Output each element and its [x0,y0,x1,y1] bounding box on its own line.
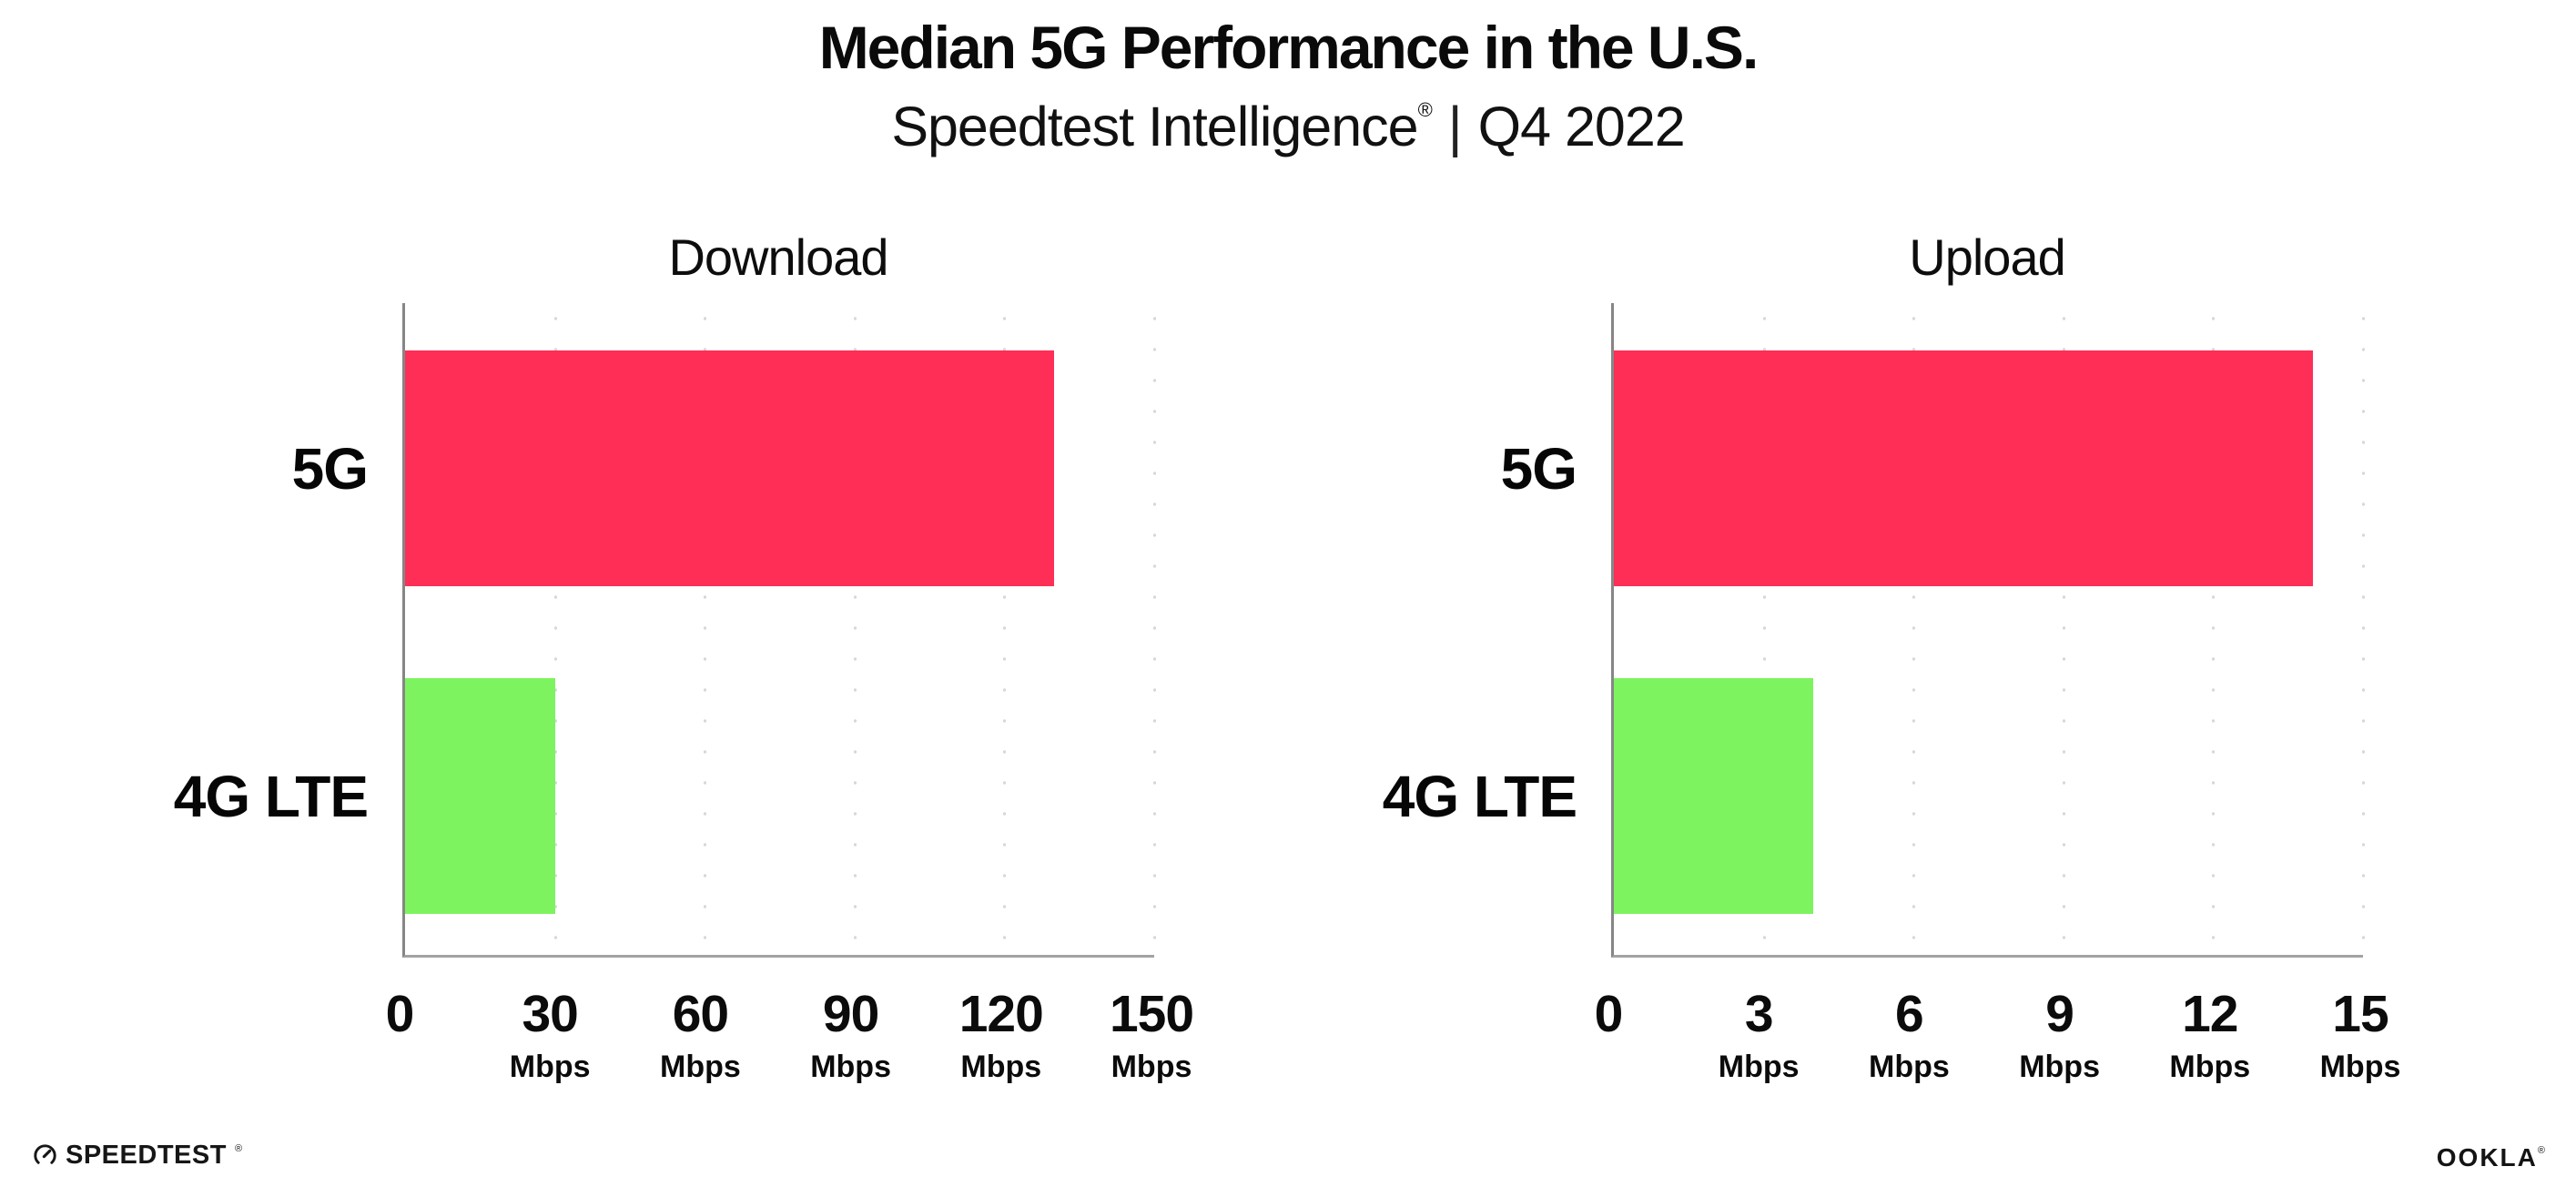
xtick-upload-15: 15 Mbps [2287,988,2433,1082]
xtick-upload-6: 6 Mbps [1836,988,1982,1082]
gridline-upload-3 [1762,303,1766,955]
registered-trademark-icon: ® [1417,98,1433,121]
gridline-upload-15 [2362,303,2365,955]
xtick-value: 90 [822,985,879,1043]
ookla-logo: OOKLA® [2437,1143,2545,1172]
gridline-download-60 [704,303,707,955]
speedtest-trademark-icon: ® [234,1142,243,1154]
xtick-value: 6 [1895,985,1924,1043]
xtick-value: 0 [385,985,415,1043]
page-title: Median 5G Performance in the U.S. [818,14,1760,81]
download-plot-area [402,303,1156,958]
xtick-unit: Mbps [2319,1050,2401,1084]
xtick-unit: Mbps [2169,1050,2251,1084]
xtick-value: 60 [672,985,729,1043]
subtitle-period: Q4 2022 [1477,96,1686,157]
subtitle-separator: | [1447,96,1463,157]
xtick-unit: Mbps [810,1050,891,1084]
xtick-download-30: 30 Mbps [477,988,623,1082]
xtick-value: 0 [1594,985,1624,1043]
xtick-unit: Mbps [2019,1050,2100,1084]
bar-upload-4g-lte [1614,678,1814,914]
xtick-value: 3 [1744,985,1774,1043]
category-label-upload-4g-lte: 4G LTE [1382,763,1577,829]
xtick-upload-9: 9 Mbps [1987,988,2133,1082]
subtitle-brand: Speedtest Intelligence [891,96,1418,157]
upload-plot-area [1611,303,2365,958]
xtick-value: 30 [522,985,578,1043]
bar-download-4g-lte [405,678,555,914]
gridline-download-90 [853,303,857,955]
xtick-upload-12: 12 Mbps [2137,988,2283,1082]
category-label-download-5g: 5G [291,435,369,502]
xtick-unit: Mbps [1869,1050,1950,1084]
xtick-download-90: 90 Mbps [778,988,924,1082]
speedtest-logo: SPEEDTEST ® [33,1141,242,1171]
gridline-download-120 [1003,303,1007,955]
gridline-download-150 [1153,303,1156,955]
gridline-upload-6 [1912,303,1916,955]
ookla-trademark-icon: ® [2537,1144,2545,1156]
bar-download-5g [405,350,1055,586]
xtick-unit: Mbps [509,1050,591,1084]
xtick-upload-0: 0 [1536,988,1681,1040]
chart-title-download: Download [668,228,888,286]
xtick-download-60: 60 Mbps [627,988,773,1082]
gridline-download-30 [553,303,557,955]
xtick-unit: Mbps [1718,1050,1800,1084]
xtick-download-150: 150 Mbps [1079,988,1224,1082]
xtick-unit: Mbps [660,1050,741,1084]
xtick-value: 12 [2182,985,2238,1043]
xtick-unit: Mbps [960,1050,1042,1084]
gridline-upload-12 [2212,303,2216,955]
page-subtitle: Speedtest Intelligence® | Q4 2022 [0,95,2576,158]
speedtest-gauge-icon [34,1144,56,1167]
chart-title-upload: Upload [1909,228,2065,286]
xtick-download-0: 0 [327,988,472,1040]
ookla-wordmark: OOKLA [2436,1143,2538,1172]
speedtest-wordmark: SPEEDTEST [66,1141,227,1170]
category-label-upload-5g: 5G [1500,435,1577,502]
xtick-value: 15 [2332,985,2388,1043]
xtick-value: 150 [1109,985,1194,1043]
category-label-download-4g-lte: 4G LTE [173,763,369,829]
gridline-upload-9 [2062,303,2065,955]
xtick-value: 9 [2045,985,2074,1043]
xtick-upload-3: 3 Mbps [1686,988,1831,1082]
xtick-value: 120 [958,985,1044,1043]
bar-upload-5g [1614,350,2314,586]
xtick-download-120: 120 Mbps [928,988,1074,1082]
xtick-unit: Mbps [1111,1050,1192,1084]
